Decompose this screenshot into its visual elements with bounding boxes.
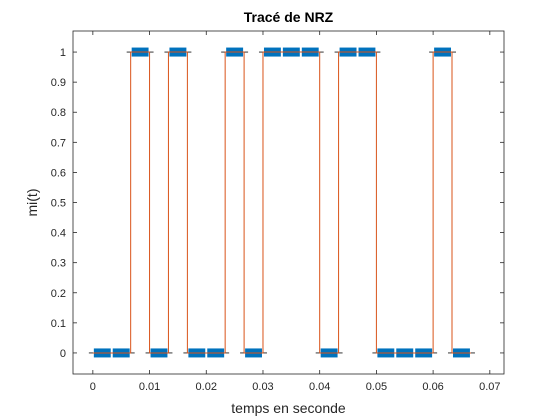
nrz-step-line bbox=[92, 51, 471, 354]
x-tick-label: 0 bbox=[90, 381, 96, 393]
x-tick-labels: 0 0.01 0.02 0.03 0.04 0.05 0.06 0.07 bbox=[90, 381, 501, 393]
x-tick-label: 0.03 bbox=[252, 381, 273, 393]
y-axis-label: mi(t) bbox=[24, 189, 40, 217]
x-tick-label: 0.01 bbox=[139, 381, 160, 393]
y-tick-label: 1 bbox=[60, 47, 66, 59]
y-tick-label: 0.4 bbox=[51, 228, 66, 240]
y-tick-labels: 0 0.1 0.2 0.3 0.4 0.5 0.6 0.7 0.8 0.9 1 bbox=[51, 47, 66, 360]
y-tick-label: 0 bbox=[60, 348, 66, 360]
y-tick-label: 0.7 bbox=[51, 137, 66, 149]
y-tick-label: 0.2 bbox=[51, 288, 66, 300]
x-tick-label: 0.02 bbox=[196, 381, 217, 393]
y-tick-label: 0.5 bbox=[51, 198, 66, 210]
y-tick-label: 0.6 bbox=[51, 167, 66, 179]
plot-area bbox=[73, 31, 504, 374]
y-tick-label: 0.9 bbox=[51, 77, 66, 89]
x-tick-label: 0.06 bbox=[422, 381, 443, 393]
x-axis-label: temps en seconde bbox=[231, 400, 346, 416]
y-tick-label: 0.3 bbox=[51, 258, 66, 270]
x-tick-label: 0.07 bbox=[479, 381, 500, 393]
y-tick-label: 0.8 bbox=[51, 107, 66, 119]
chart-title: Tracé de NRZ bbox=[244, 9, 334, 25]
series-layer bbox=[88, 47, 475, 358]
x-tick-label: 0.04 bbox=[309, 381, 330, 393]
x-tick-label: 0.05 bbox=[366, 381, 387, 393]
axes-layer bbox=[72, 30, 505, 375]
y-tick-label: 0.1 bbox=[51, 318, 66, 330]
